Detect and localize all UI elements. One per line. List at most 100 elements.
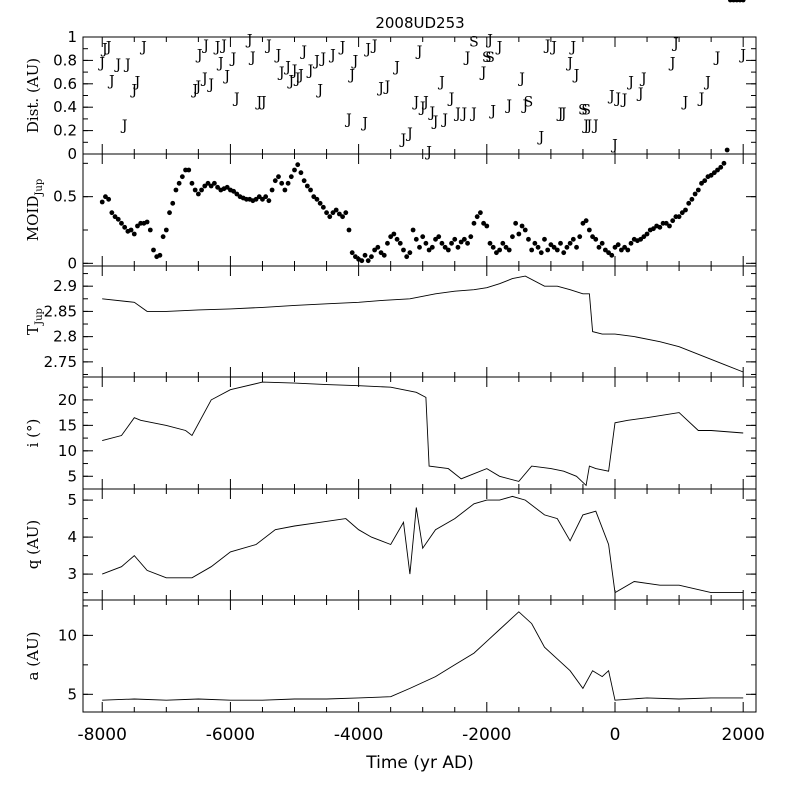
moid-point	[606, 250, 611, 256]
moid-point	[490, 244, 496, 250]
moid-point	[609, 252, 615, 258]
encounter-J: J	[639, 71, 647, 87]
encounter-J: J	[351, 53, 359, 69]
moid-point	[417, 244, 422, 250]
moid-point	[208, 183, 214, 189]
encounter-J: J	[200, 71, 208, 87]
encounter-J: J	[405, 126, 413, 142]
encounter-J: J	[299, 44, 307, 60]
y-tick-label: 2.9	[53, 277, 77, 295]
y-tick-label: 2.85	[44, 302, 77, 320]
encounter-J: J	[274, 48, 282, 64]
moid-point	[519, 223, 525, 229]
x-tick-label: -6000	[206, 725, 255, 745]
moid-point	[699, 180, 704, 186]
moid-point	[740, 0, 746, 3]
moid-point	[205, 180, 211, 186]
encounter-S: S	[581, 103, 591, 119]
moid-point	[103, 194, 108, 200]
encounter-J: J	[201, 38, 209, 54]
series-line-q	[102, 495, 744, 594]
moid-point	[711, 170, 717, 176]
encounter-J: J	[488, 104, 496, 120]
moid-point	[532, 240, 538, 246]
moid-point	[144, 219, 150, 225]
encounter-J: J	[363, 42, 371, 58]
moid-point	[388, 234, 394, 240]
moid-point	[702, 178, 708, 184]
moid-point	[484, 223, 490, 229]
moid-point	[211, 180, 217, 186]
moid-point	[651, 226, 656, 232]
encounter-J: J	[232, 91, 240, 107]
moid-point	[391, 231, 397, 237]
moid-point	[285, 180, 291, 186]
series-line-a	[102, 611, 744, 701]
moid-point	[477, 210, 483, 216]
encounter-J: J	[383, 79, 391, 95]
moid-point	[500, 240, 506, 246]
encounter-J: J	[460, 106, 468, 122]
x-tick-label: 0	[610, 725, 621, 745]
moid-point	[346, 227, 352, 233]
encounter-J: J	[620, 92, 628, 108]
moid-point	[526, 236, 531, 242]
encounter-J: J	[222, 69, 230, 85]
moid-point	[397, 240, 403, 246]
encounter-J: J	[328, 48, 336, 64]
moid-point	[343, 210, 349, 216]
moid-point	[426, 247, 432, 253]
moid-point	[548, 242, 554, 248]
moid-point	[468, 234, 474, 240]
moid-point	[481, 220, 486, 226]
encounter-J: J	[581, 118, 589, 134]
moid-point	[455, 244, 461, 250]
encounter-J: J	[431, 114, 439, 130]
encounter-J: J	[213, 39, 221, 55]
moid-point	[590, 234, 595, 240]
y-tick-label: 2.8	[53, 328, 77, 346]
moid-point	[106, 196, 112, 202]
moid-point	[349, 250, 355, 256]
moid-point	[487, 240, 493, 246]
y-tick-label: 5	[67, 467, 77, 485]
y-tick-label: 5	[67, 491, 77, 509]
moid-point	[558, 240, 563, 246]
moid-point	[167, 210, 172, 216]
moid-point	[429, 244, 435, 250]
moid-point	[231, 188, 237, 194]
moid-point	[436, 234, 442, 240]
encounter-S: S	[524, 94, 534, 110]
encounter-J: J	[437, 74, 445, 90]
moid-point	[147, 227, 153, 233]
y-axis-label: Dist. (AU)	[24, 58, 42, 133]
moid-point	[510, 234, 515, 240]
moid-point	[721, 160, 727, 166]
moid-point	[317, 200, 323, 206]
panel-frame	[82, 599, 757, 713]
y-tick-label: 4	[67, 528, 77, 546]
encounter-J: J	[254, 94, 262, 110]
moid-point	[234, 191, 240, 197]
encounter-J: J	[591, 118, 599, 134]
chart-title: 2008UD253	[375, 14, 464, 32]
series-line-incl	[102, 381, 744, 487]
moid-point	[195, 191, 201, 197]
moid-point	[160, 234, 166, 240]
encounter-J: J	[194, 79, 202, 95]
encounter-J: J	[607, 89, 615, 105]
moid-point	[375, 244, 381, 250]
encounter-J: J	[392, 59, 400, 75]
moid-point	[586, 227, 592, 233]
moid-point	[199, 187, 204, 193]
moid-point	[256, 194, 262, 200]
encounter-J: J	[248, 50, 256, 66]
encounter-J: J	[97, 56, 105, 72]
panel-a: 5 10 a (AU)	[24, 599, 757, 713]
moid-point	[202, 183, 208, 189]
moid-point	[276, 174, 281, 180]
y-tick-label: 0	[67, 145, 77, 163]
encounter-J: J	[133, 74, 141, 90]
moid-point	[112, 214, 118, 220]
encounter-J: J	[424, 145, 432, 161]
